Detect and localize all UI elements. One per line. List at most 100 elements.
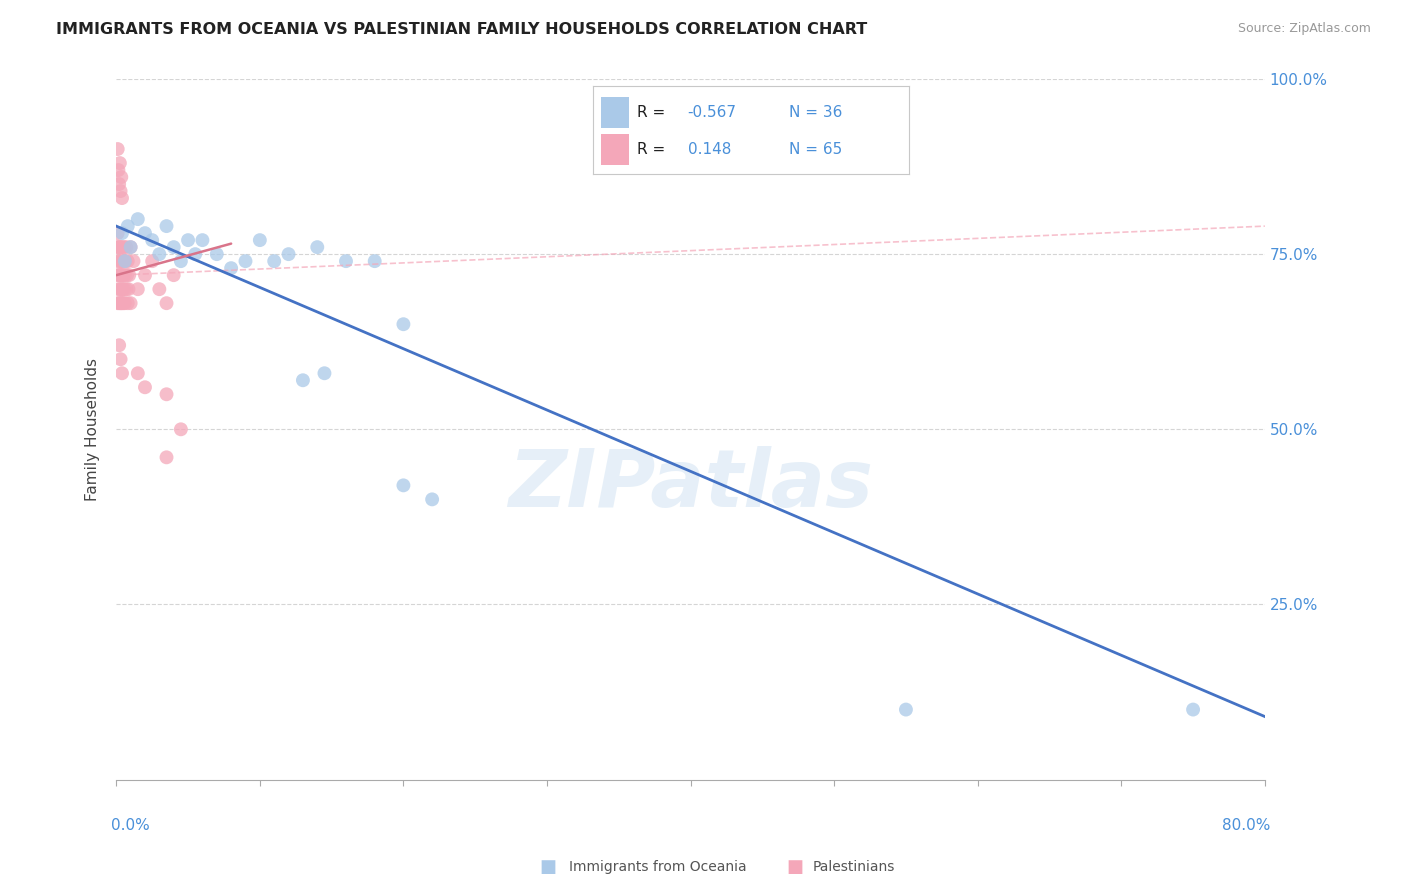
- Point: [112, 240, 135, 254]
- Point: [120, 240, 142, 254]
- Point: [111, 254, 134, 268]
- Point: [420, 492, 443, 507]
- Point: [108, 156, 131, 170]
- Point: [170, 254, 193, 268]
- Point: [177, 233, 200, 247]
- Point: [141, 254, 163, 268]
- Point: [170, 422, 193, 436]
- Point: [184, 247, 207, 261]
- Point: [107, 163, 129, 178]
- Point: [110, 296, 132, 310]
- Point: [392, 478, 415, 492]
- Point: [163, 268, 186, 282]
- Point: [249, 233, 271, 247]
- Point: [108, 254, 131, 268]
- Point: [307, 240, 329, 254]
- Point: [112, 282, 135, 296]
- Point: [148, 282, 170, 296]
- Point: [107, 254, 129, 268]
- Point: [134, 380, 156, 394]
- Point: [155, 296, 177, 310]
- Point: [110, 184, 132, 198]
- Point: [110, 296, 132, 310]
- Point: [141, 233, 163, 247]
- Point: [277, 247, 299, 261]
- Point: [127, 282, 149, 296]
- Point: [392, 317, 415, 331]
- Point: [120, 296, 142, 310]
- Point: [118, 268, 141, 282]
- Point: [114, 268, 136, 282]
- Text: 0.0%: 0.0%: [111, 818, 149, 833]
- Text: IMMIGRANTS FROM OCEANIA VS PALESTINIAN FAMILY HOUSEHOLDS CORRELATION CHART: IMMIGRANTS FROM OCEANIA VS PALESTINIAN F…: [56, 22, 868, 37]
- Point: [112, 254, 135, 268]
- Point: [127, 366, 149, 380]
- Point: [191, 233, 214, 247]
- Point: [107, 226, 129, 240]
- Point: [105, 268, 128, 282]
- Point: [163, 240, 186, 254]
- Point: [205, 247, 228, 261]
- Point: [115, 268, 138, 282]
- Point: [114, 254, 136, 268]
- Point: [155, 450, 177, 465]
- Point: [107, 142, 129, 156]
- Point: [115, 282, 138, 296]
- Point: [108, 240, 131, 254]
- Point: [111, 296, 134, 310]
- Point: [235, 254, 257, 268]
- Point: [117, 254, 139, 268]
- Text: Palestinians: Palestinians: [813, 860, 896, 874]
- Point: [335, 254, 357, 268]
- Point: [219, 261, 242, 276]
- Point: [108, 268, 131, 282]
- Point: [111, 191, 134, 205]
- Point: [894, 702, 917, 716]
- Point: [155, 219, 177, 233]
- Text: ■: ■: [786, 858, 803, 876]
- Point: [111, 268, 134, 282]
- Text: ZIPatlas: ZIPatlas: [508, 446, 873, 524]
- Point: [110, 268, 132, 282]
- Point: [112, 296, 135, 310]
- Point: [117, 282, 139, 296]
- Point: [111, 240, 134, 254]
- Point: [108, 282, 131, 296]
- Point: [111, 282, 134, 296]
- Point: [105, 240, 128, 254]
- Point: [117, 219, 139, 233]
- Text: Source: ZipAtlas.com: Source: ZipAtlas.com: [1237, 22, 1371, 36]
- Point: [122, 254, 145, 268]
- Point: [110, 254, 132, 268]
- Point: [155, 387, 177, 401]
- Point: [111, 366, 134, 380]
- Point: [314, 366, 336, 380]
- Point: [1182, 702, 1205, 716]
- Point: [114, 254, 136, 268]
- Point: [107, 296, 129, 310]
- Point: [108, 177, 131, 191]
- Point: [108, 268, 131, 282]
- Point: [127, 212, 149, 227]
- Point: [107, 282, 129, 296]
- Point: [111, 226, 134, 240]
- Point: [114, 296, 136, 310]
- Point: [115, 240, 138, 254]
- Point: [107, 240, 129, 254]
- Text: ■: ■: [540, 858, 557, 876]
- Point: [117, 296, 139, 310]
- Point: [364, 254, 387, 268]
- Point: [110, 282, 132, 296]
- Y-axis label: Family Households: Family Households: [86, 358, 100, 500]
- Point: [110, 240, 132, 254]
- Point: [120, 240, 142, 254]
- Point: [108, 296, 131, 310]
- Point: [108, 338, 131, 352]
- Text: Immigrants from Oceania: Immigrants from Oceania: [569, 860, 747, 874]
- Point: [148, 247, 170, 261]
- Point: [110, 352, 132, 367]
- Text: 80.0%: 80.0%: [1222, 818, 1271, 833]
- Point: [263, 254, 285, 268]
- Point: [110, 170, 132, 185]
- Point: [111, 268, 134, 282]
